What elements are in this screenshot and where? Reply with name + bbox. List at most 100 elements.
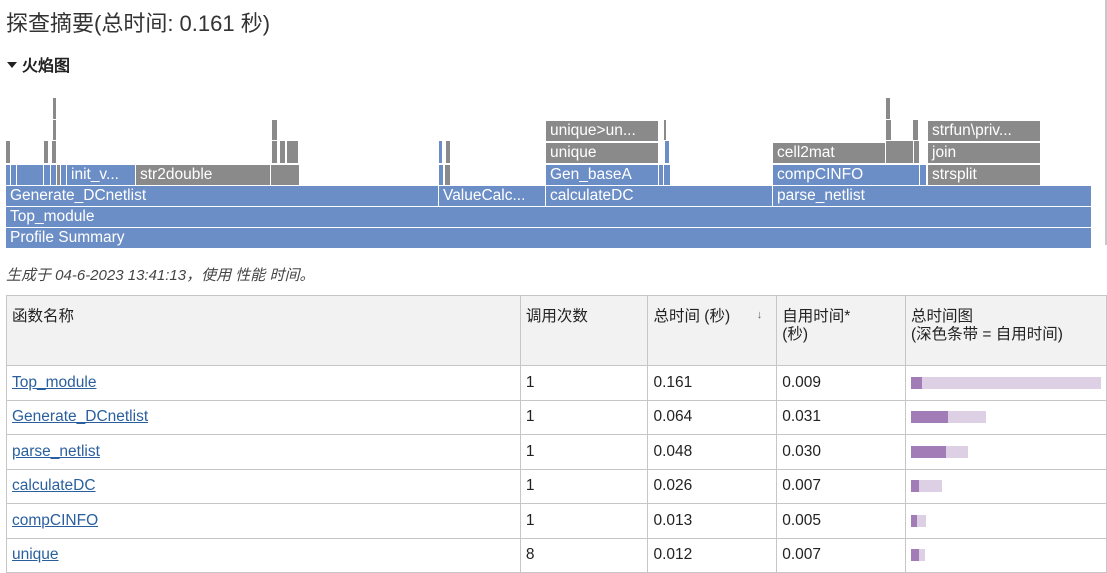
col-header-plot-label-1: 总时间图: [910, 308, 973, 325]
cell-self-time: 0.007: [776, 537, 906, 573]
flame-block-small[interactable]: [280, 141, 285, 163]
cell-total-time: 0.026: [647, 468, 778, 504]
flame-block-cell2mat[interactable]: cell2mat: [773, 143, 885, 163]
flame-block-top-module[interactable]: Top_module: [6, 207, 1091, 227]
flame-block-calculatedc[interactable]: calculateDC: [546, 186, 772, 206]
flame-block-small[interactable]: [446, 141, 450, 163]
flame-block-valuecalc[interactable]: ValueCalc...: [439, 186, 545, 206]
cell-function-name: parse_netlist: [6, 434, 521, 470]
table-row: Top_module 1 0.161 0.009: [6, 365, 1107, 401]
flame-block-small[interactable]: [53, 98, 56, 119]
cell-calls: 8: [519, 537, 649, 573]
cell-total-time: 0.161: [647, 365, 778, 401]
flame-block-small[interactable]: [664, 165, 670, 185]
flamegraph-section-toggle[interactable]: 火焰图: [7, 52, 70, 76]
cell-self-time: 0.031: [776, 399, 906, 435]
flame-block-small[interactable]: [44, 165, 50, 185]
table-header-row: 函数名称 调用次数 总时间 (秒) ↓ 自用时间* (秒) 总时间图 (深色条带 = …: [6, 295, 1107, 366]
col-header-time-plot: 总时间图 (深色条带 = 自用时间): [904, 295, 1107, 366]
cell-function-name: calculateDC: [6, 468, 521, 504]
col-header-calls[interactable]: 调用次数: [519, 295, 649, 366]
flame-block-small[interactable]: [6, 141, 10, 163]
flame-block-small[interactable]: [51, 165, 56, 185]
flame-block-gen-basea[interactable]: Gen_baseA: [546, 165, 658, 185]
flame-block-compcinfo[interactable]: compCINFO: [773, 165, 919, 185]
flame-block-profile-summary[interactable]: Profile Summary: [6, 228, 1091, 248]
cell-total-time: 0.012: [647, 537, 778, 573]
table-row: compCINFO 1 0.013 0.005: [6, 503, 1107, 539]
flame-block-small[interactable]: [11, 165, 16, 185]
flame-block-small[interactable]: [886, 141, 913, 163]
function-link[interactable]: compCINFO: [12, 511, 99, 529]
flame-block-small[interactable]: [665, 141, 669, 163]
flame-block-small[interactable]: [886, 98, 890, 119]
flame-block-small[interactable]: [439, 141, 442, 163]
self-time-bar: [910, 411, 948, 424]
flame-block-small[interactable]: [57, 165, 60, 185]
function-link[interactable]: parse_netlist: [12, 442, 100, 460]
cell-function-name: Top_module: [6, 365, 521, 401]
flame-block-small[interactable]: [920, 165, 926, 185]
col-header-name[interactable]: 函数名称: [6, 295, 521, 366]
flame-block-small[interactable]: [886, 120, 891, 140]
flame-block-small[interactable]: [287, 141, 298, 163]
flame-block-init-v[interactable]: init_v...: [67, 165, 135, 185]
time-bar: [910, 376, 1101, 389]
time-bar: [910, 549, 1101, 562]
flame-block-small[interactable]: [913, 120, 918, 140]
flame-block-small[interactable]: [664, 120, 666, 140]
table-row: Generate_DCnetlist 1 0.064 0.031: [6, 399, 1107, 435]
flame-block-generate-dcnetlist[interactable]: Generate_DCnetlist: [6, 186, 438, 206]
flame-block-small[interactable]: [659, 165, 663, 185]
section-label: 火焰图: [22, 58, 71, 75]
cell-total-time: 0.048: [647, 434, 778, 470]
flame-block-small[interactable]: [53, 120, 56, 140]
flame-block-small[interactable]: [17, 165, 43, 185]
col-header-calls-label: 调用次数: [525, 308, 588, 325]
flame-block-small[interactable]: [61, 165, 66, 185]
col-header-total-label: 总时间 (秒): [653, 308, 731, 325]
flame-block-small[interactable]: [272, 120, 277, 140]
flame-block-strfun-priv[interactable]: strfun\priv...: [928, 121, 1040, 141]
flame-block-strsplit[interactable]: strsplit: [928, 165, 1040, 185]
flame-block-small[interactable]: [44, 141, 48, 163]
flame-block-unique[interactable]: unique: [546, 143, 658, 163]
cell-time-plot: [904, 365, 1107, 401]
cell-time-plot: [904, 399, 1107, 435]
time-bar: [910, 411, 1101, 424]
cell-self-time: 0.005: [776, 503, 906, 539]
flame-block-unique-un[interactable]: unique>un...: [546, 121, 658, 141]
function-link[interactable]: calculateDC: [12, 477, 96, 495]
flame-block-small[interactable]: [439, 165, 443, 185]
function-link[interactable]: unique: [12, 546, 59, 564]
generated-info: 生成于 04-6-2023 13:41:13，使用 性能 时间。: [6, 267, 315, 284]
flame-block-small[interactable]: [272, 141, 277, 163]
flame-block-join[interactable]: join: [928, 143, 1040, 163]
sort-descending-icon: ↓: [756, 309, 763, 321]
flame-block-small[interactable]: [445, 165, 450, 185]
table-row: unique 8 0.012 0.007: [6, 537, 1107, 573]
flame-block-str2double[interactable]: str2double: [136, 165, 270, 185]
flame-block-small[interactable]: [271, 165, 299, 185]
cell-calls: 1: [519, 399, 649, 435]
caret-down-icon: [7, 61, 17, 68]
cell-self-time: 0.007: [776, 468, 906, 504]
page-title: 探查摘要(总时间: 0.161 秒): [6, 11, 271, 36]
cell-total-time: 0.064: [647, 399, 778, 435]
flame-block-parse-netlist[interactable]: parse_netlist: [773, 186, 1091, 206]
cell-self-time: 0.009: [776, 365, 906, 401]
time-bar: [910, 445, 1101, 458]
col-header-total-time[interactable]: 总时间 (秒) ↓: [647, 295, 778, 366]
col-header-self-time[interactable]: 自用时间* (秒): [776, 295, 906, 366]
function-link[interactable]: Generate_DCnetlist: [12, 408, 149, 426]
self-time-bar: [910, 549, 920, 562]
scrollbar[interactable]: [1105, 0, 1107, 245]
flame-block-small[interactable]: [52, 141, 56, 163]
flame-block-small[interactable]: [914, 141, 919, 163]
function-link[interactable]: Top_module: [12, 373, 97, 391]
cell-function-name: compCINFO: [6, 503, 521, 539]
cell-function-name: unique: [6, 537, 521, 573]
cell-total-time: 0.013: [647, 503, 778, 539]
self-time-bar: [910, 376, 922, 389]
flame-block-small[interactable]: [6, 165, 10, 185]
